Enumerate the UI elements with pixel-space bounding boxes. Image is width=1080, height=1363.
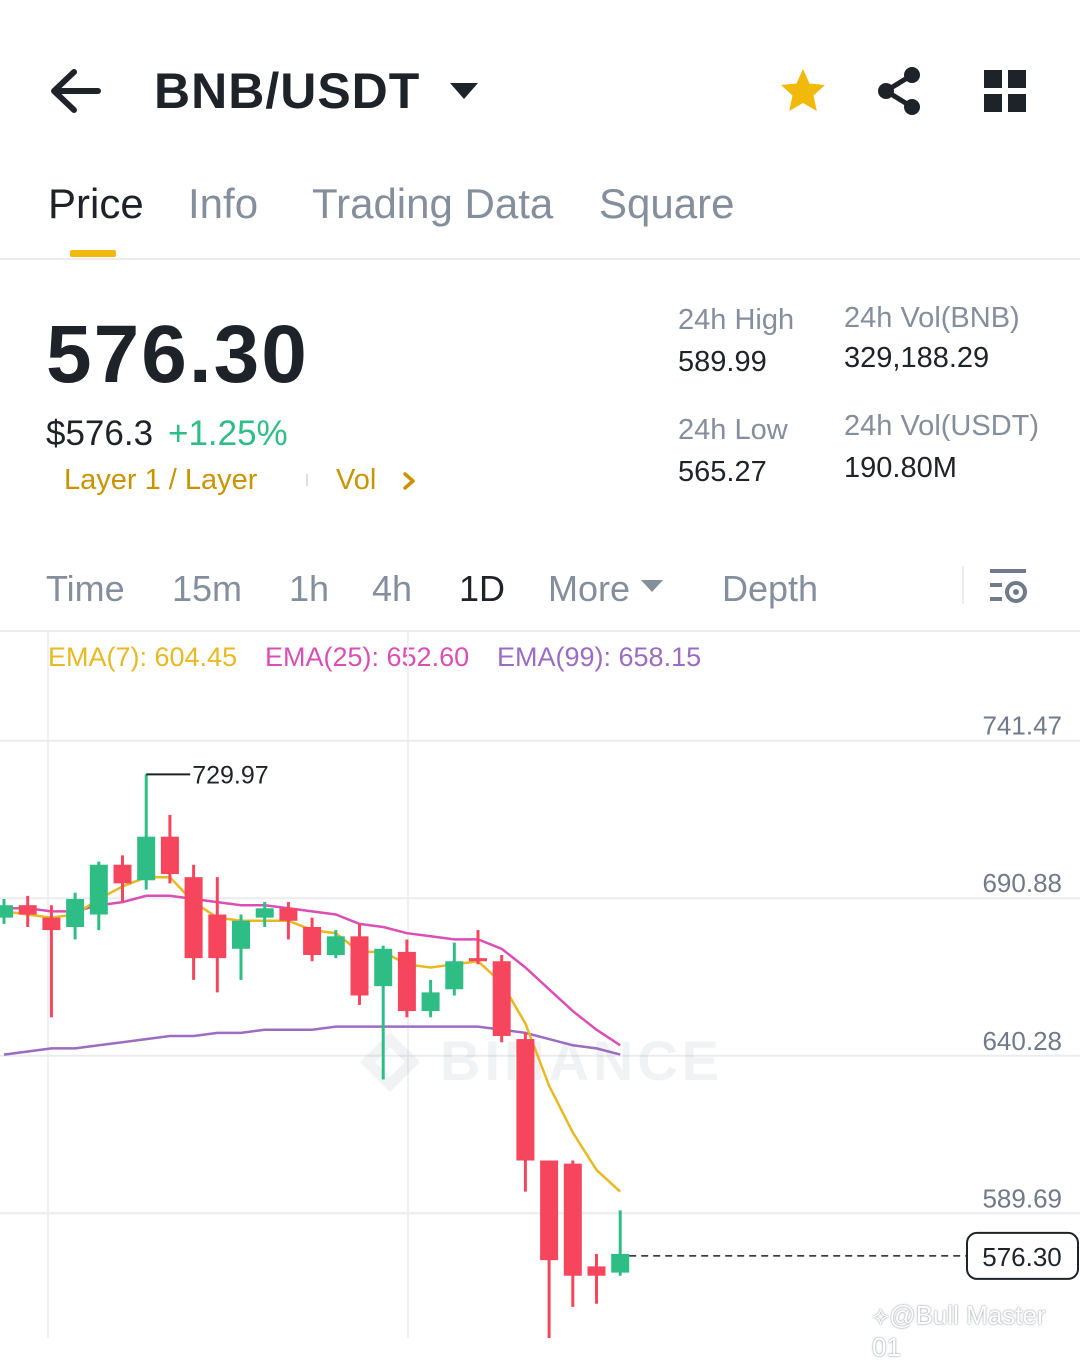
interval-depth[interactable]: Depth bbox=[722, 568, 819, 609]
stat-24h-high-label: 24h High bbox=[678, 304, 795, 336]
y-tick-label: 640.28 bbox=[982, 1026, 1062, 1056]
stat-24h-low-value: 565.27 bbox=[678, 456, 767, 488]
tabs-divider bbox=[0, 258, 1080, 260]
candle-body bbox=[397, 951, 416, 1012]
tab-trading-data[interactable]: Trading Data bbox=[312, 180, 554, 227]
candle-body bbox=[184, 877, 203, 959]
interval-4h[interactable]: 4h bbox=[372, 568, 413, 609]
interval-divider bbox=[0, 630, 1080, 632]
candle-body bbox=[469, 958, 487, 962]
tab-price[interactable]: Price bbox=[48, 180, 144, 227]
candle-body bbox=[208, 914, 227, 959]
candle-body bbox=[137, 836, 156, 881]
candle-body bbox=[279, 908, 298, 921]
stat-24h-vol-bnb-value: 329,188.29 bbox=[844, 342, 990, 374]
candle-body bbox=[516, 1039, 535, 1161]
candle-body bbox=[66, 898, 85, 927]
candle-body bbox=[445, 961, 464, 990]
ema25-legend: EMA(25): 652.60 bbox=[265, 642, 470, 672]
usd-price: $576.3 bbox=[46, 414, 154, 453]
y-tick-label: 741.47 bbox=[982, 711, 1062, 741]
candle-body bbox=[374, 948, 393, 987]
watermark-credit: ⟡@Bull Master 01 bbox=[872, 1300, 1046, 1362]
candle-body bbox=[303, 926, 322, 956]
ema7-legend: EMA(7): 604.45 bbox=[48, 642, 238, 672]
last-price-box bbox=[966, 1231, 1079, 1280]
y-tick-label: 690.88 bbox=[982, 868, 1062, 898]
candle-body bbox=[421, 992, 440, 1012]
tab-square[interactable]: Square bbox=[599, 180, 735, 227]
stat-24h-vol-usdt-label: 24h Vol(USDT) bbox=[844, 410, 1040, 442]
candle-body bbox=[563, 1163, 582, 1276]
last-price-label: 576.30 bbox=[982, 1242, 1062, 1272]
candle-body bbox=[326, 936, 345, 956]
share-icon[interactable] bbox=[874, 66, 924, 116]
interval-1h[interactable]: 1h bbox=[289, 568, 330, 609]
back-arrow-icon[interactable] bbox=[48, 66, 102, 116]
interval-more[interactable]: More bbox=[548, 568, 631, 609]
stat-24h-low-label: 24h Low bbox=[678, 414, 788, 446]
interval-1d[interactable]: 1D bbox=[459, 568, 506, 609]
high-marker-label: 729.97 bbox=[192, 761, 268, 789]
binance-watermark: BINANCE bbox=[360, 1029, 723, 1092]
pair-title[interactable]: BNB/USDT bbox=[154, 63, 421, 119]
stat-24h-vol-usdt-value: 190.80M bbox=[844, 452, 957, 484]
interval-bar-separator bbox=[962, 566, 964, 604]
stat-24h-vol-bnb-label: 24h Vol(BNB) bbox=[844, 302, 1020, 334]
tag-separator bbox=[306, 474, 308, 486]
y-tick-label: 589.69 bbox=[982, 1183, 1062, 1213]
tab-info[interactable]: Info bbox=[188, 180, 259, 227]
candle-body bbox=[160, 836, 179, 875]
candle-body bbox=[587, 1266, 606, 1276]
ema99-legend: EMA(99): 658.15 bbox=[497, 642, 702, 672]
favorite-star-icon[interactable] bbox=[778, 66, 828, 116]
binance-logo-shape bbox=[360, 1032, 420, 1092]
last-price: 576.30 bbox=[46, 309, 309, 400]
candle-body bbox=[18, 905, 37, 915]
chevron-right-icon[interactable] bbox=[400, 470, 418, 492]
candle-body bbox=[492, 961, 511, 1036]
interval-15m[interactable]: 15m bbox=[172, 568, 243, 609]
candle-body bbox=[611, 1253, 630, 1273]
vol-link[interactable]: Vol bbox=[336, 464, 377, 496]
more-dropdown-icon[interactable] bbox=[640, 578, 664, 594]
candle-body bbox=[89, 864, 108, 915]
stat-24h-high-value: 589.99 bbox=[678, 346, 767, 378]
candle-body bbox=[0, 905, 13, 918]
candlestick-chart[interactable]: 741.47 690.88 640.28 589.69 BINANCE 729.97 576… bbox=[0, 632, 1080, 1338]
category-tag[interactable]: Layer 1 / Layer bbox=[64, 464, 258, 496]
grid-menu-icon[interactable] bbox=[982, 68, 1028, 114]
candle-body bbox=[540, 1160, 559, 1261]
candle-body bbox=[113, 864, 132, 884]
chart-settings-icon[interactable] bbox=[988, 566, 1030, 606]
interval-time[interactable]: Time bbox=[46, 568, 125, 609]
candle-body bbox=[350, 936, 369, 996]
pair-dropdown-icon[interactable] bbox=[448, 80, 480, 102]
ema99-line bbox=[3, 1025, 621, 1056]
candle-body bbox=[42, 917, 61, 931]
price-change-percent: +1.25% bbox=[168, 414, 288, 453]
candle-body bbox=[255, 908, 274, 918]
watermark-text: BINANCE bbox=[440, 1029, 723, 1092]
candle-body bbox=[232, 920, 250, 949]
active-tab-indicator bbox=[70, 250, 116, 257]
